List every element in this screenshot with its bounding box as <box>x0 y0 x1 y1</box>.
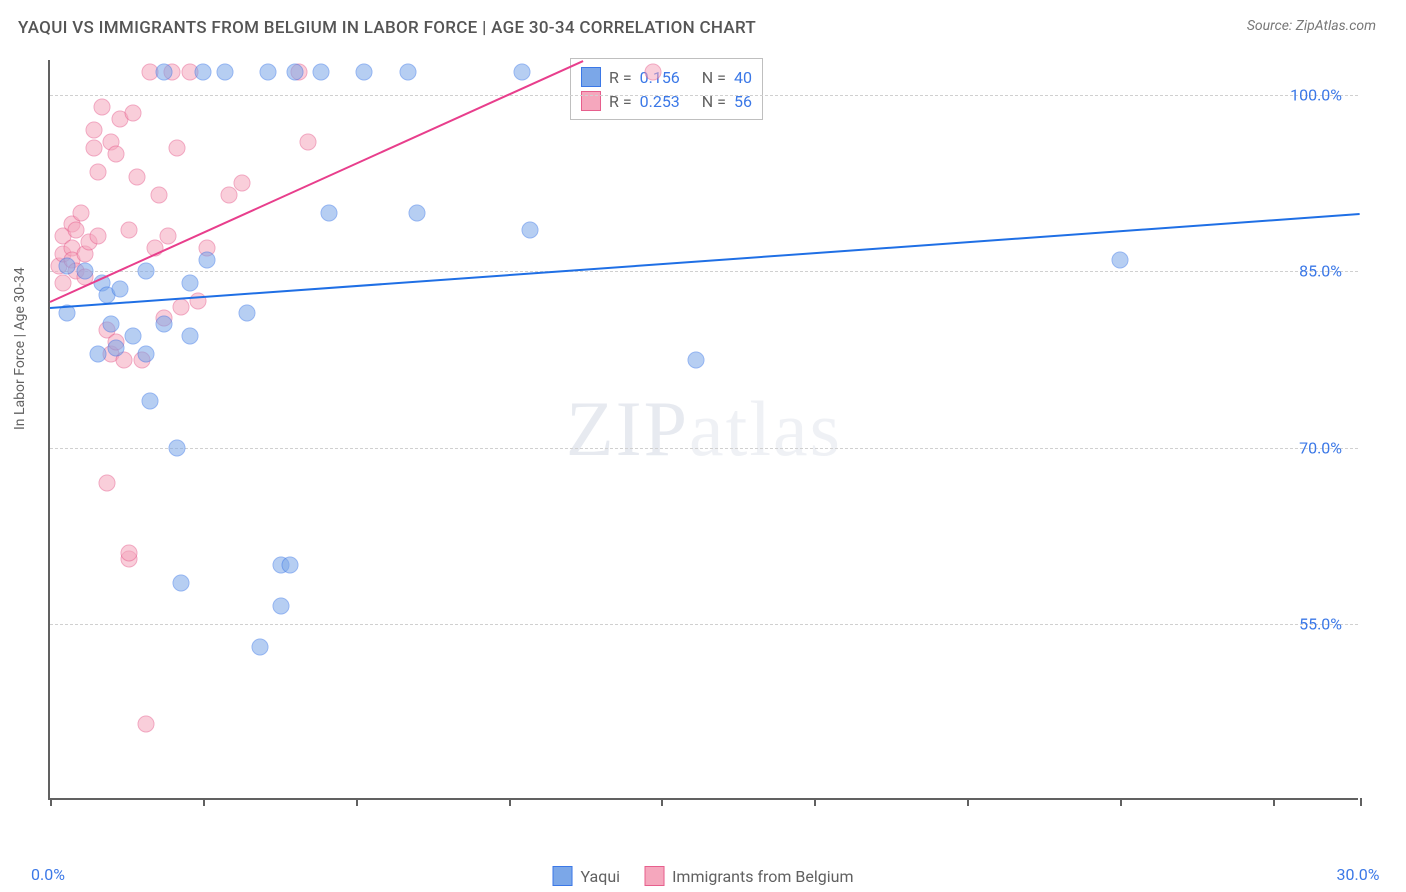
y-tick-label: 100.0% <box>1290 86 1342 105</box>
watermark-thin: atlas <box>689 385 842 472</box>
x-tick <box>1360 798 1362 806</box>
watermark: ZIPatlas <box>566 384 842 474</box>
x-tick <box>814 798 816 806</box>
gridline-h <box>50 624 1358 625</box>
data-point <box>138 715 155 732</box>
legend-swatch <box>553 866 573 886</box>
data-point <box>194 63 211 80</box>
data-point <box>688 351 705 368</box>
data-point <box>90 345 107 362</box>
legend-label: Immigrants from Belgium <box>672 867 853 886</box>
data-point <box>111 281 128 298</box>
data-point <box>282 557 299 574</box>
data-point <box>59 257 76 274</box>
data-point <box>260 63 277 80</box>
data-point <box>168 439 185 456</box>
x-tick <box>967 798 969 806</box>
data-point <box>299 134 316 151</box>
watermark-bold: ZIP <box>566 385 689 472</box>
legend-swatch <box>581 91 601 111</box>
data-point <box>120 545 137 562</box>
data-point <box>286 63 303 80</box>
data-point <box>90 228 107 245</box>
data-point <box>98 474 115 491</box>
data-point <box>644 63 661 80</box>
legend-label: Yaqui <box>581 867 621 886</box>
data-point <box>234 175 251 192</box>
data-point <box>129 169 146 186</box>
data-point <box>155 63 172 80</box>
chart-title: YAQUI VS IMMIGRANTS FROM BELGIUM IN LABO… <box>18 18 756 38</box>
x-tick-label: 30.0% <box>1337 865 1380 884</box>
stats-legend-row: R =0.156N =40 <box>581 65 752 89</box>
data-point <box>151 187 168 204</box>
data-point <box>356 63 373 80</box>
scatter-chart: ZIPatlas R =0.156N =40R =0.253N =56 55.0… <box>48 60 1358 800</box>
x-tick <box>203 798 205 806</box>
x-tick <box>509 798 511 806</box>
data-point <box>190 292 207 309</box>
y-tick-label: 70.0% <box>1299 438 1342 457</box>
data-point <box>321 204 338 221</box>
data-point <box>273 598 290 615</box>
n-label: N = <box>702 68 726 87</box>
series-legend: Yaqui Immigrants from Belgium <box>553 866 854 886</box>
data-point <box>124 104 141 121</box>
stats-legend-row: R =0.253N =56 <box>581 89 752 113</box>
data-point <box>103 316 120 333</box>
data-point <box>94 98 111 115</box>
data-point <box>85 122 102 139</box>
data-point <box>124 328 141 345</box>
data-point <box>159 228 176 245</box>
legend-item: Immigrants from Belgium <box>644 866 853 886</box>
stats-legend: R =0.156N =40R =0.253N =56 <box>570 58 763 120</box>
gridline-h <box>50 95 1358 96</box>
data-point <box>312 63 329 80</box>
x-tick <box>661 798 663 806</box>
data-point <box>173 298 190 315</box>
trend-line <box>50 213 1360 309</box>
data-point <box>238 304 255 321</box>
chart-header: YAQUI VS IMMIGRANTS FROM BELGIUM IN LABO… <box>0 0 1406 48</box>
data-point <box>1111 251 1128 268</box>
data-point <box>408 204 425 221</box>
x-tick <box>356 798 358 806</box>
y-axis-label: In Labor Force | Age 30-34 <box>12 267 28 430</box>
gridline-h <box>50 271 1358 272</box>
data-point <box>107 339 124 356</box>
data-point <box>85 140 102 157</box>
y-tick-label: 85.0% <box>1299 262 1342 281</box>
data-point <box>76 263 93 280</box>
data-point <box>120 222 137 239</box>
y-tick-label: 55.0% <box>1299 614 1342 633</box>
data-point <box>168 140 185 157</box>
x-tick <box>50 798 52 806</box>
data-point <box>216 63 233 80</box>
data-point <box>107 145 124 162</box>
data-point <box>513 63 530 80</box>
n-value: 40 <box>734 68 752 87</box>
data-point <box>181 328 198 345</box>
r-label: R = <box>609 68 632 87</box>
legend-swatch <box>581 67 601 87</box>
gridline-h <box>50 448 1358 449</box>
data-point <box>155 316 172 333</box>
x-tick-label: 0.0% <box>31 865 65 884</box>
data-point <box>199 251 216 268</box>
data-point <box>522 222 539 239</box>
x-tick <box>1120 798 1122 806</box>
chart-source: Source: ZipAtlas.com <box>1247 18 1376 34</box>
x-tick <box>1273 798 1275 806</box>
data-point <box>90 163 107 180</box>
data-point <box>400 63 417 80</box>
data-point <box>173 574 190 591</box>
legend-swatch <box>644 866 664 886</box>
data-point <box>251 639 268 656</box>
legend-item: Yaqui <box>553 866 621 886</box>
data-point <box>181 275 198 292</box>
data-point <box>72 204 89 221</box>
data-point <box>138 345 155 362</box>
data-point <box>138 263 155 280</box>
data-point <box>142 392 159 409</box>
